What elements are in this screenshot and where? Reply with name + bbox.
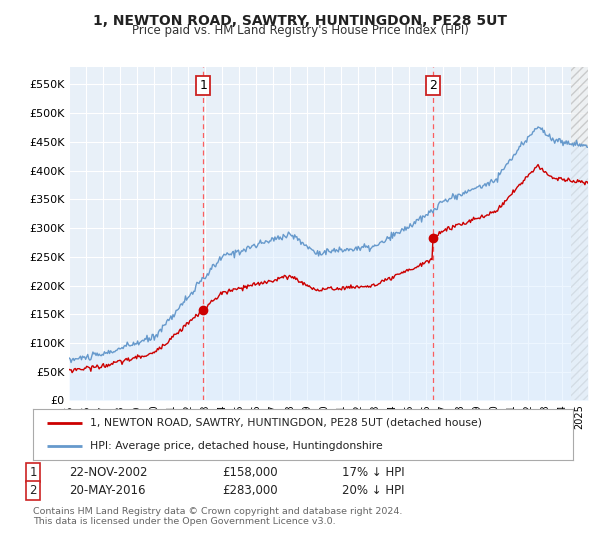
Text: HPI: Average price, detached house, Huntingdonshire: HPI: Average price, detached house, Hunt… <box>90 441 382 451</box>
Text: £283,000: £283,000 <box>222 484 278 497</box>
Text: 20% ↓ HPI: 20% ↓ HPI <box>342 484 404 497</box>
Text: 1: 1 <box>199 79 207 92</box>
Text: Contains HM Land Registry data © Crown copyright and database right 2024.
This d: Contains HM Land Registry data © Crown c… <box>33 507 403 526</box>
Text: 1, NEWTON ROAD, SAWTRY, HUNTINGDON, PE28 5UT: 1, NEWTON ROAD, SAWTRY, HUNTINGDON, PE28… <box>93 14 507 28</box>
Text: 2: 2 <box>429 79 437 92</box>
Text: 22-NOV-2002: 22-NOV-2002 <box>69 466 148 479</box>
Text: 2: 2 <box>29 484 37 497</box>
Text: 1: 1 <box>29 466 37 479</box>
Text: Price paid vs. HM Land Registry's House Price Index (HPI): Price paid vs. HM Land Registry's House … <box>131 24 469 37</box>
Text: 17% ↓ HPI: 17% ↓ HPI <box>342 466 404 479</box>
Text: £158,000: £158,000 <box>222 466 278 479</box>
Text: 1, NEWTON ROAD, SAWTRY, HUNTINGDON, PE28 5UT (detached house): 1, NEWTON ROAD, SAWTRY, HUNTINGDON, PE28… <box>90 418 482 428</box>
Text: 20-MAY-2016: 20-MAY-2016 <box>69 484 146 497</box>
